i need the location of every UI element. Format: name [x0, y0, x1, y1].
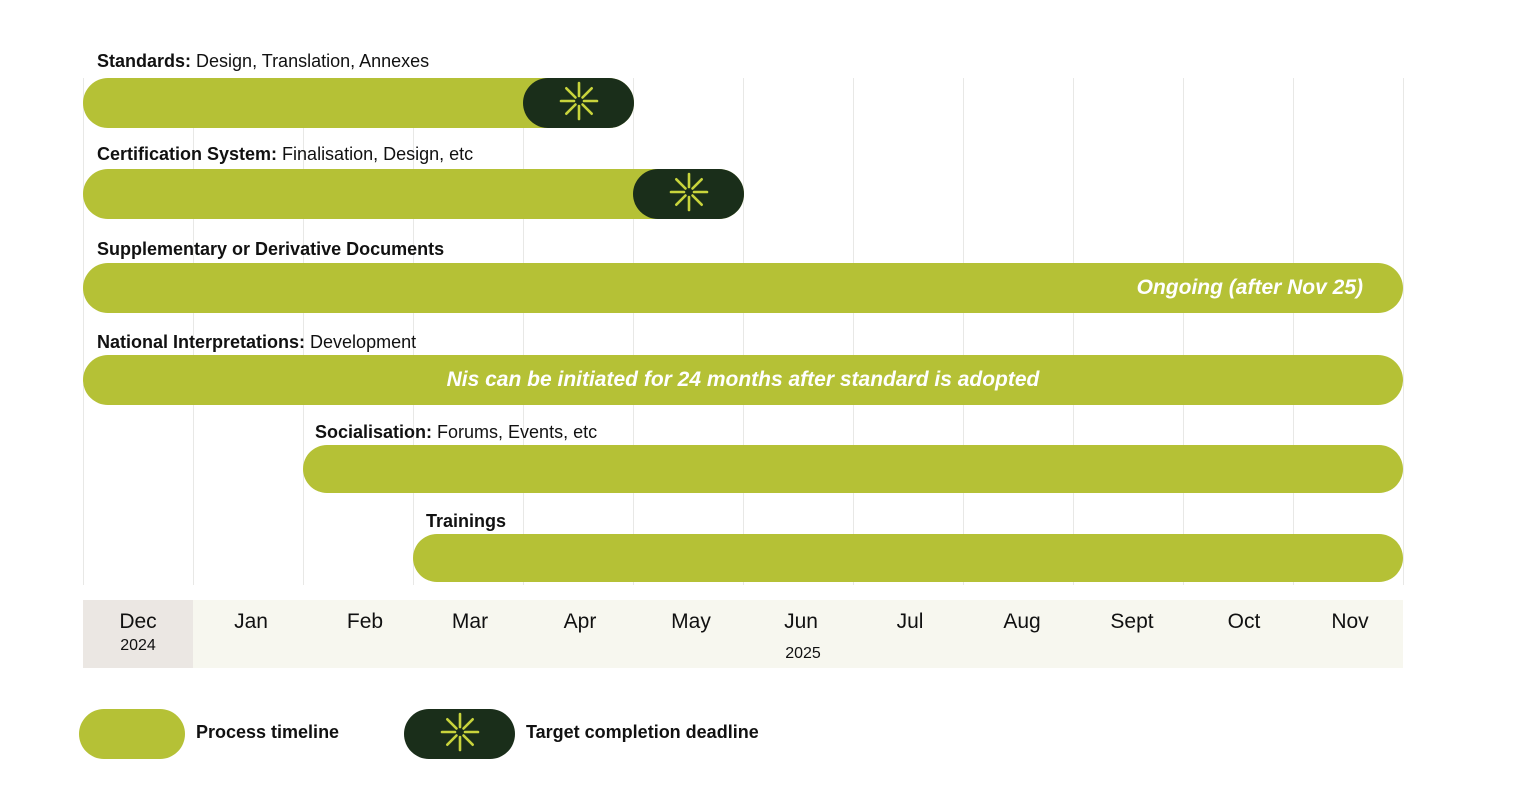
legend-process-label: Process timeline	[196, 722, 340, 742]
certification-deadline-marker	[633, 169, 744, 219]
gridline	[743, 78, 744, 585]
gridline	[1293, 78, 1294, 585]
asterisk-burst-icon	[667, 170, 711, 219]
bar-annotation: Ongoing (after Nov 25)	[1136, 276, 1363, 299]
socialisation-timeline-bar	[303, 445, 1403, 493]
gridline	[633, 78, 634, 585]
gridline	[303, 78, 304, 585]
month-axis	[83, 600, 1403, 668]
month-label: Sept	[1110, 610, 1154, 633]
legend-process-swatch	[79, 709, 185, 759]
supplementary-timeline-bar: Ongoing (after Nov 25)	[83, 263, 1403, 313]
month-label: Jun	[784, 610, 818, 633]
month-label: May	[671, 610, 711, 633]
gridline	[1183, 78, 1184, 585]
row-label-certification: Certification System: Finalisation, Desi…	[97, 143, 473, 165]
month-label: Dec	[119, 610, 157, 633]
row-title: Certification System:	[97, 144, 278, 164]
gridline	[1073, 78, 1074, 585]
gridline	[523, 78, 524, 585]
gridline	[963, 78, 964, 585]
trainings-timeline-bar	[413, 534, 1403, 582]
row-label-national-interpretations: National Interpretations: Development	[97, 331, 416, 353]
row-subtitle: Forums, Events, etc	[432, 422, 598, 442]
row-label-supplementary: Supplementary or Derivative Documents	[97, 238, 444, 260]
month-label: Feb	[346, 610, 384, 633]
month-label: Mar	[451, 610, 489, 633]
asterisk-burst-icon	[557, 79, 601, 128]
gridline	[1403, 78, 1404, 585]
national-interpretations-timeline-bar: Nis can be initiated for 24 months after…	[83, 355, 1403, 405]
row-title: Supplementary or Derivative Documents	[97, 239, 445, 259]
standards-deadline-marker	[523, 78, 634, 128]
gridline	[193, 78, 194, 585]
row-title: Trainings	[426, 511, 507, 531]
row-label-trainings: Trainings	[426, 510, 506, 532]
gridline	[83, 78, 84, 585]
legend-deadline-label: Target completion deadline	[526, 722, 759, 742]
month-label: Jan	[234, 610, 268, 633]
gridline	[413, 78, 414, 585]
row-subtitle: Development	[305, 332, 417, 352]
row-subtitle: Finalisation, Design, etc	[277, 144, 474, 164]
month-label: Aug	[1003, 610, 1041, 633]
row-subtitle: Design, Translation, Annexes	[191, 51, 430, 71]
legend-deadline-swatch	[404, 709, 515, 759]
row-title: Standards:	[97, 51, 192, 71]
row-title: Socialisation:	[315, 422, 433, 442]
gridline	[853, 78, 854, 585]
year-label: 2025	[785, 645, 821, 662]
row-title: National Interpretations:	[97, 332, 306, 352]
row-label-standards: Standards: Design, Translation, Annexes	[97, 50, 429, 72]
month-label: Apr	[563, 610, 597, 633]
month-label: Nov	[1331, 610, 1369, 633]
month-label: Jul	[896, 610, 924, 633]
asterisk-burst-icon	[438, 710, 482, 759]
month-axis-first-cell	[83, 600, 193, 668]
row-label-socialisation: Socialisation: Forums, Events, etc	[315, 421, 597, 443]
month-label: Oct	[1227, 610, 1261, 633]
bar-annotation: Nis can be initiated for 24 months after…	[446, 368, 1040, 391]
year-label: 2024	[120, 637, 156, 654]
